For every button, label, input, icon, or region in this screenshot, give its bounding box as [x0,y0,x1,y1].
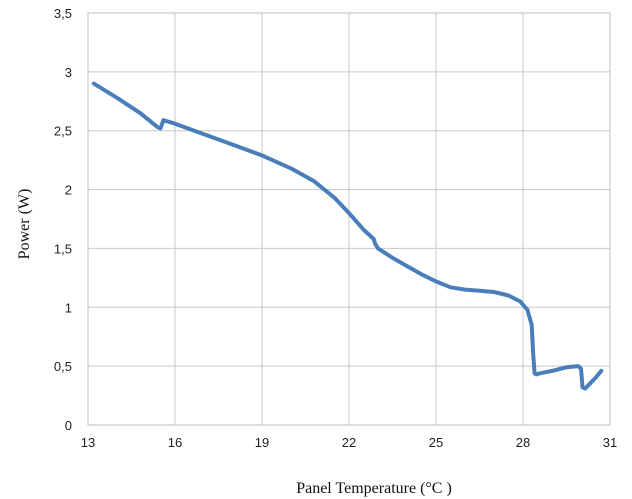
x-tick-label: 22 [342,435,356,450]
y-tick-label: 1 [65,300,72,315]
x-tick-label: 19 [255,435,269,450]
series-line [91,81,604,391]
grid [87,12,611,426]
y-tick-label: 3,5 [54,6,72,21]
x-tick-label: 25 [429,435,443,450]
y-tick-label: 2,5 [54,124,72,139]
x-axis-title: Panel Temperature (°C ) [296,480,452,497]
y-axis-title: Power (W) [16,189,33,260]
y-tick-label: 1,5 [54,241,72,256]
y-tick-label: 0 [65,418,72,433]
y-tick-label: 3 [65,65,72,80]
x-tick-label: 31 [603,435,617,450]
x-tick-label: 13 [81,435,95,450]
y-axis-ticks: 0 0,5 1 1,5 2 2,5 3 3,5 [54,6,72,433]
x-tick-label: 16 [168,435,182,450]
series-group [91,81,604,391]
x-axis-ticks: 13 16 19 22 25 28 31 [81,435,617,450]
y-tick-label: 2 [65,183,72,198]
y-tick-label: 0,5 [54,359,72,374]
x-tick-label: 28 [516,435,530,450]
plot-frame [87,12,611,426]
